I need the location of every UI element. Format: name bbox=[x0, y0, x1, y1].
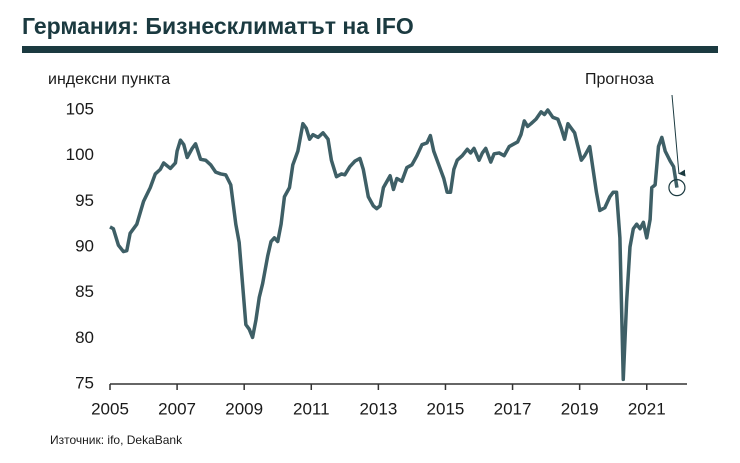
y-axis-label: индексни пункта bbox=[48, 71, 170, 88]
annotation-arrow bbox=[671, 94, 686, 177]
x-tick-label: 2017 bbox=[494, 399, 532, 418]
y-tick-label: 75 bbox=[75, 373, 94, 392]
x-tick-label: 2011 bbox=[293, 399, 330, 418]
x-tick-label: 2013 bbox=[359, 399, 397, 418]
x-tick-label: 2015 bbox=[427, 399, 465, 418]
x-tick-label: 2005 bbox=[91, 399, 129, 418]
y-tick-label: 95 bbox=[75, 191, 94, 210]
y-tick-label: 85 bbox=[75, 282, 94, 301]
data-line bbox=[109, 108, 679, 382]
chart-title: Германия: Бизнесклиматът на IFO bbox=[22, 13, 414, 39]
title-rule bbox=[22, 46, 718, 53]
x-tick-label: 2007 bbox=[158, 399, 196, 418]
y-tick-label: 80 bbox=[75, 328, 94, 347]
x-tick-label: 2009 bbox=[225, 399, 263, 418]
annotation: Прогноза bbox=[585, 71, 654, 88]
y-tick-label: 105 bbox=[66, 99, 94, 118]
forecast-circle bbox=[668, 179, 686, 197]
y-tick-label: 100 bbox=[66, 145, 94, 164]
x-tick-label: 2019 bbox=[561, 399, 599, 418]
y-tick-label: 90 bbox=[75, 236, 94, 255]
source: Източник: ifo, DekaBank bbox=[50, 433, 183, 447]
x-tick-label: 2021 bbox=[628, 399, 666, 418]
